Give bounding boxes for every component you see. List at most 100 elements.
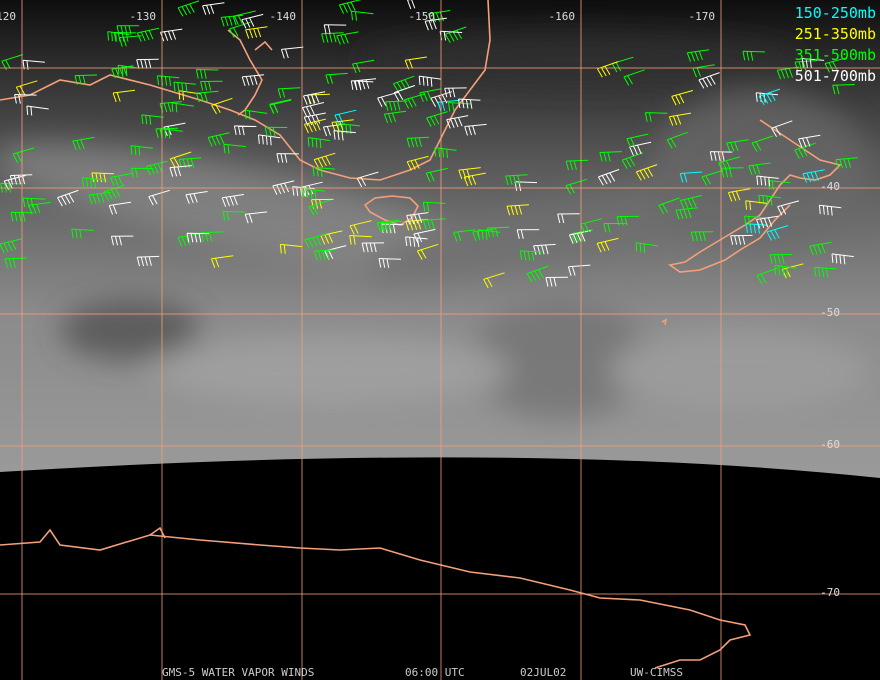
wind-barb [22,197,46,208]
wind-barb [245,26,268,39]
wind-barb [393,85,416,102]
wind-barb [505,174,528,186]
wind-barb [308,199,331,216]
wind-barb [258,134,281,146]
wind-barb [463,172,486,187]
wind-barb [406,155,429,171]
wind-barb [0,238,22,254]
wind-barb [244,109,268,120]
wind-barb [91,172,114,183]
wind-barb [361,242,385,253]
wind-barb [264,126,288,137]
wind-barb [666,131,688,149]
wind-barb [831,253,854,265]
wind-barb [453,229,476,242]
wind-barb [202,2,225,15]
wind-barb [276,153,299,163]
wind-barb [233,10,256,26]
wind-barb [349,235,372,245]
longitude-label: -160 [549,10,576,23]
wind-barb [425,167,448,183]
wind-barb [422,201,446,212]
wind-barb [701,169,724,186]
footer-text: 02JUL02 [520,666,566,679]
wind-barb [635,164,658,181]
wind-barb [177,0,200,17]
wind-barb [832,84,855,95]
wind-barb [141,114,164,125]
wind-barb [597,169,620,186]
wind-barb [751,135,774,152]
wind-barb [416,243,439,260]
wind-barb [277,87,301,99]
wind-barb [658,197,680,215]
wind-barb [596,237,619,253]
wind-barb [730,234,753,245]
wind-barb [444,26,467,43]
wind-barb [378,258,402,268]
wind-barb [426,111,448,127]
wind-barb [458,167,481,180]
longitude-label: -130 [130,10,157,23]
wind-barb [720,167,744,178]
wind-barb [303,91,326,105]
wind-barb [679,195,702,210]
wind-barb [744,215,767,226]
wind-barb [626,133,649,148]
wind-barb [769,254,793,264]
wind-barb [331,119,354,132]
wind-barb [304,233,327,249]
wind-barb [108,201,132,215]
wind-barb [145,160,168,176]
wind-barb [644,112,668,122]
wind-barb [419,88,442,102]
legend-entry: 150-250mb [795,4,876,22]
wind-barb [177,233,200,247]
wind-barb [349,220,372,235]
wind-barb [798,134,821,148]
wind-barb [526,265,549,283]
wind-barb [130,145,153,156]
wind-barb [229,21,251,38]
wind-barb [383,110,407,124]
wind-barb [173,81,196,93]
wind-barb [302,188,325,199]
wind-barb [221,194,244,207]
wind-barb [745,223,769,234]
wind-barb [313,152,336,169]
legend-entry: 251-350mb [795,25,876,43]
wind-barb [758,194,781,206]
wind-barb [424,17,447,31]
wind-barb [74,74,98,85]
wind-barb [596,61,619,78]
wind-barb [244,211,268,224]
latitude-label: -60 [820,438,840,451]
wind-barb [82,177,105,189]
wind-barb [776,66,800,80]
wind-barb [110,172,133,187]
wind-barb [280,46,304,59]
wind-barb [307,137,331,149]
wind-barb [353,78,377,91]
wind-barb [302,102,325,117]
legend-entry: 501-700mb [795,67,876,85]
legend-entry: 351-500mb [795,46,876,64]
wind-barb [136,27,160,42]
wind-barb [207,132,230,147]
wind-barb [385,100,408,111]
wind-barb [200,80,223,91]
wind-barb [279,243,303,254]
wind-barb [794,142,816,159]
wind-barb [801,58,825,69]
wind-barb [380,220,403,232]
footer-text: GMS-5 WATER VAPOR WINDS [162,666,314,679]
wind-barb [758,88,781,105]
wind-barb [616,215,640,226]
wind-barb [668,112,692,126]
wind-barb [136,255,160,267]
wind-barb [220,14,244,27]
wind-barb [818,204,842,216]
wind-barb [483,272,505,289]
wind-barb [506,204,530,216]
